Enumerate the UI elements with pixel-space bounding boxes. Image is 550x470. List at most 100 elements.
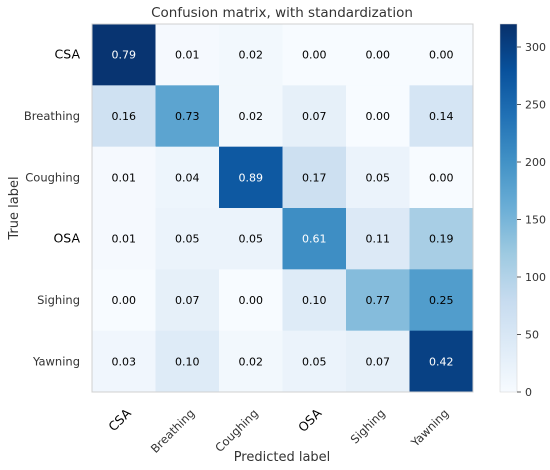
cell-value-label: 0.05 (302, 355, 327, 368)
y-tick-label: Coughing (25, 170, 80, 184)
heatmap-cell (219, 269, 283, 332)
cell-value-label: 0.01 (175, 49, 200, 62)
x-axis-label: Predicted label (234, 450, 331, 465)
y-tick-label: Sighing (37, 293, 80, 307)
colorbar (499, 23, 518, 393)
cell-value-label: 0.05 (239, 233, 264, 246)
heatmap-cell (346, 146, 410, 209)
cell-value-label: 0.07 (302, 110, 327, 123)
x-tick-label: Yawning (408, 406, 452, 450)
heatmap-cell (409, 85, 474, 148)
x-tick-label: Sighing (348, 406, 388, 446)
colorbar-tick-label: 0 (525, 386, 532, 399)
colorbar-tick-label: 150 (525, 214, 546, 227)
cell-value-label: 0.42 (429, 355, 454, 368)
heatmap-cell (155, 330, 220, 393)
heatmap-cell (346, 24, 410, 86)
heatmap-cell (409, 208, 474, 270)
x-tick-label: Breathing (148, 406, 198, 456)
x-tick-label: CSA (105, 405, 134, 434)
cell-value-label: 0.10 (302, 294, 327, 307)
heatmap-cell (219, 24, 283, 86)
plot-frame (91, 23, 474, 393)
heatmap-cell (282, 146, 347, 209)
cell-value-label: 0.16 (112, 110, 137, 123)
y-tick-labels: CSA Breathing Coughing OSA Sighing Yawning (24, 47, 81, 369)
cell-value-label: 0.04 (175, 171, 200, 184)
colorbar-ticks: 0 50 100 150 200 250 300 (517, 41, 546, 399)
heatmap-cell (92, 24, 156, 86)
cell-value-label: 0.07 (175, 294, 200, 307)
cell-value-label: 0.73 (175, 110, 200, 123)
heatmap-cell (219, 146, 283, 209)
cell-value-label: 0.00 (429, 49, 454, 62)
heatmap-cell (219, 85, 283, 148)
colorbar-tick-label: 50 (525, 329, 539, 342)
heatmap-cells: 0.79 0.01 0.02 0.00 0.00 0.00 0.16 0.73 0.02 0.07… (92, 24, 474, 393)
cell-value-label: 0.01 (112, 171, 137, 184)
heatmap-cell (282, 269, 347, 332)
heatmap-cell (346, 85, 410, 148)
y-tick-label: Yawning (32, 354, 80, 368)
cell-value-label: 0.17 (302, 171, 327, 184)
heatmap-cell (409, 269, 474, 332)
cell-value-label: 0.61 (302, 233, 327, 246)
heatmap-cell (409, 146, 474, 209)
heatmap-cell (282, 330, 347, 393)
cell-value-label: 0.00 (429, 171, 454, 184)
cell-value-label: 0.05 (366, 171, 391, 184)
heatmap-cell (155, 208, 220, 270)
heatmap-cell (282, 208, 347, 270)
cell-value-label: 0.10 (175, 355, 200, 368)
cell-value-label: 0.25 (429, 294, 454, 307)
heatmap-cell (92, 146, 156, 209)
heatmap-cell (92, 85, 156, 148)
cell-value-label: 0.11 (366, 233, 391, 246)
x-tick-label: Coughing (212, 406, 261, 455)
y-axis-label: True label (7, 176, 22, 240)
heatmap-cell (282, 85, 347, 148)
heatmap-cell (346, 208, 410, 270)
cell-value-label: 0.00 (366, 110, 391, 123)
y-tick-label: CSA (55, 47, 81, 62)
x-tick-label: OSA (295, 405, 325, 435)
heatmap-cell (92, 208, 156, 270)
cell-value-label: 0.02 (239, 49, 264, 62)
cell-value-label: 0.00 (366, 49, 391, 62)
cell-value-label: 0.02 (239, 110, 264, 123)
heatmap-cell (92, 269, 156, 332)
heatmap-cell (155, 24, 220, 86)
cell-value-label: 0.00 (302, 49, 327, 62)
heatmap-cell (346, 269, 410, 332)
colorbar-tick-label: 300 (525, 41, 546, 54)
heatmap-cell (219, 330, 283, 393)
heatmap-cell (219, 208, 283, 270)
cell-value-label: 0.07 (366, 355, 391, 368)
cell-value-label: 0.01 (112, 233, 137, 246)
colorbar-tick-label: 200 (525, 156, 546, 169)
colorbar-tick-label: 100 (525, 271, 546, 284)
colorbar-tick-label: 250 (525, 99, 546, 112)
x-tick-labels: CSA Breathing Coughing OSA Sighing Yawning (105, 405, 451, 456)
cell-value-label: 0.05 (175, 233, 200, 246)
heatmap-cell (346, 330, 410, 393)
heatmap-cell (282, 24, 347, 86)
heatmap-cell (155, 146, 220, 209)
heatmap-cell (155, 269, 220, 332)
y-tick-label: Breathing (24, 109, 80, 123)
chart-title: Confusion matrix, with standardization (151, 5, 413, 21)
cell-value-label: 0.19 (429, 233, 454, 246)
cell-value-label: 0.03 (112, 355, 137, 368)
cell-value-label: 0.79 (112, 49, 137, 62)
y-tick-label: OSA (53, 231, 80, 246)
heatmap-cell (92, 330, 156, 393)
heatmap-cell (409, 24, 474, 86)
cell-value-label: 0.89 (239, 171, 264, 184)
cell-value-label: 0.14 (429, 110, 454, 123)
cell-value-label: 0.00 (239, 294, 264, 307)
cell-value-label: 0.00 (112, 294, 137, 307)
cell-value-label: 0.77 (366, 294, 391, 307)
heatmap-cell (155, 85, 220, 148)
cell-value-label: 0.02 (239, 355, 264, 368)
